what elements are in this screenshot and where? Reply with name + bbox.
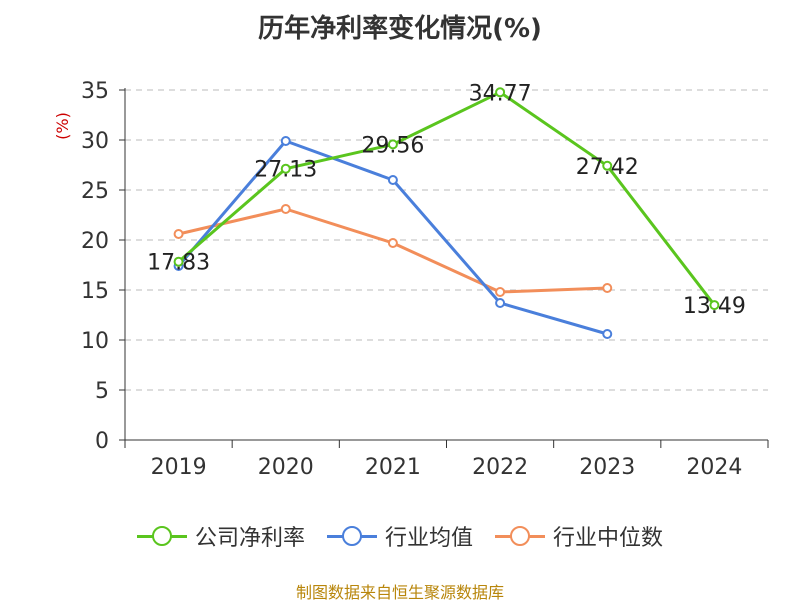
data-point xyxy=(387,175,398,185)
data-point xyxy=(387,238,398,248)
y-tick-label: 20 xyxy=(81,229,109,254)
y-tick-label: 10 xyxy=(81,329,109,354)
legend: 公司净利率 行业均值 行业中位数 xyxy=(0,520,800,552)
data-point xyxy=(280,136,291,146)
y-tick-label: 15 xyxy=(81,279,109,304)
data-label: 27.42 xyxy=(576,155,639,180)
chart-title: 历年净利率变化情况(%) xyxy=(258,14,542,44)
data-point xyxy=(495,87,506,98)
y-axis-label: (%) xyxy=(53,112,72,140)
data-label: 13.49 xyxy=(683,294,746,319)
data-label: 17.83 xyxy=(147,251,210,276)
y-tick-label: 5 xyxy=(95,379,109,404)
x-tick-label: 2023 xyxy=(579,455,635,480)
data-point xyxy=(602,283,613,293)
data-label: 29.56 xyxy=(361,133,424,158)
legend-item[interactable]: 公司净利率 xyxy=(136,520,305,552)
data-point xyxy=(709,300,720,311)
x-tick-label: 2020 xyxy=(258,455,314,480)
y-tick-label: 35 xyxy=(81,79,109,104)
data-point xyxy=(602,329,613,339)
series-line xyxy=(177,90,716,307)
legend-label: 公司净利率 xyxy=(194,526,305,551)
legend-item[interactable]: 行业中位数 xyxy=(495,520,663,552)
source-text: 制图数据来自恒生聚源数据库 xyxy=(295,583,504,602)
data-label: 27.13 xyxy=(254,158,317,183)
legend-label: 行业中位数 xyxy=(553,526,664,551)
legend-item[interactable]: 行业均值 xyxy=(326,520,473,552)
data-point xyxy=(173,256,184,267)
x-tick-label: 2022 xyxy=(472,455,528,480)
data-point xyxy=(495,298,506,308)
y-tick-label: 30 xyxy=(81,129,109,154)
legend-label: 行业均值 xyxy=(384,526,473,551)
y-tick-label: 25 xyxy=(81,179,109,204)
legend-swatch xyxy=(136,523,187,549)
x-tick-label: 2021 xyxy=(365,455,421,480)
x-tick-label: 2024 xyxy=(686,455,742,480)
data-point xyxy=(602,160,613,171)
data-point xyxy=(280,204,291,214)
series-line xyxy=(177,139,608,336)
data-point xyxy=(387,139,398,150)
x-tick-label: 2019 xyxy=(151,455,207,480)
data-point xyxy=(280,163,291,174)
legend-swatch xyxy=(326,523,377,549)
legend-swatch xyxy=(495,523,545,549)
y-tick-label: 0 xyxy=(95,429,109,454)
data-label: 34.77 xyxy=(469,81,532,106)
data-point xyxy=(173,229,184,239)
series-line xyxy=(178,207,608,294)
data-point xyxy=(495,287,506,297)
